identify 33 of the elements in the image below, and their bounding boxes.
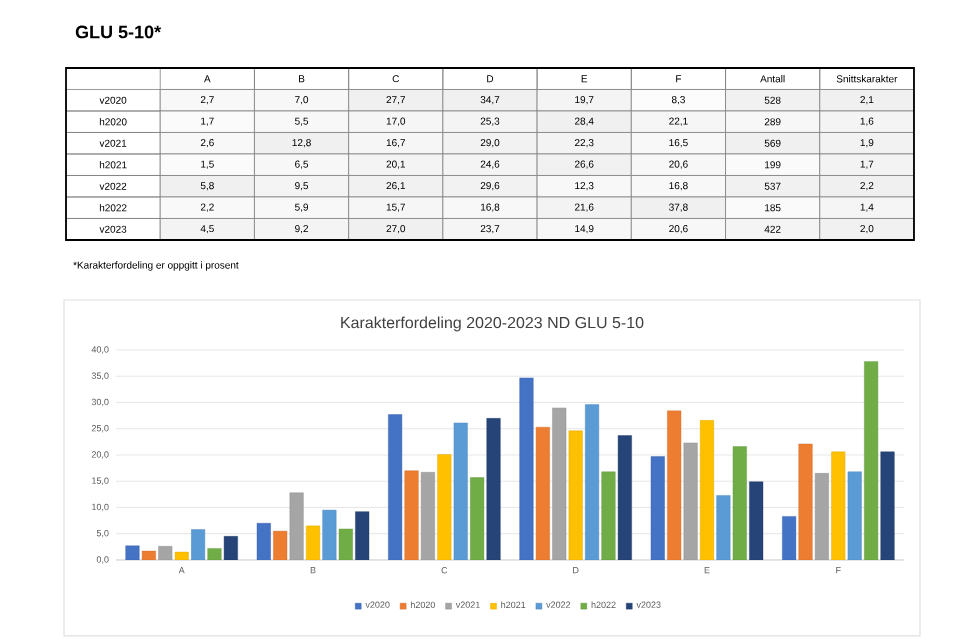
bar — [585, 404, 600, 560]
bar — [158, 546, 173, 560]
bar — [486, 418, 501, 560]
bar — [667, 410, 682, 560]
bar — [388, 414, 403, 560]
bar — [749, 481, 764, 560]
bar — [289, 492, 304, 560]
bar — [420, 472, 435, 560]
bar — [256, 523, 271, 560]
bar — [453, 422, 468, 560]
bar — [535, 426, 550, 560]
bar — [355, 511, 370, 560]
bar — [404, 470, 419, 560]
bar — [814, 473, 829, 560]
bar — [782, 516, 797, 560]
bar — [601, 471, 616, 560]
bar — [191, 529, 206, 560]
bar — [519, 377, 534, 560]
chart-title: Karakterfordeling 2020-2023 ND GLU 5-10 — [341, 316, 644, 332]
bar — [552, 407, 567, 560]
bar — [880, 451, 895, 560]
bar — [716, 495, 731, 560]
bar — [683, 442, 698, 560]
bar — [223, 536, 238, 560]
bar — [617, 435, 632, 560]
bar — [847, 471, 862, 560]
bar — [273, 530, 288, 560]
chart-title: GLU 5-10* — [75, 25, 162, 39]
bar — [322, 509, 337, 560]
bar — [798, 443, 813, 560]
bar — [141, 550, 156, 560]
bar — [650, 456, 665, 560]
bar — [125, 545, 140, 560]
